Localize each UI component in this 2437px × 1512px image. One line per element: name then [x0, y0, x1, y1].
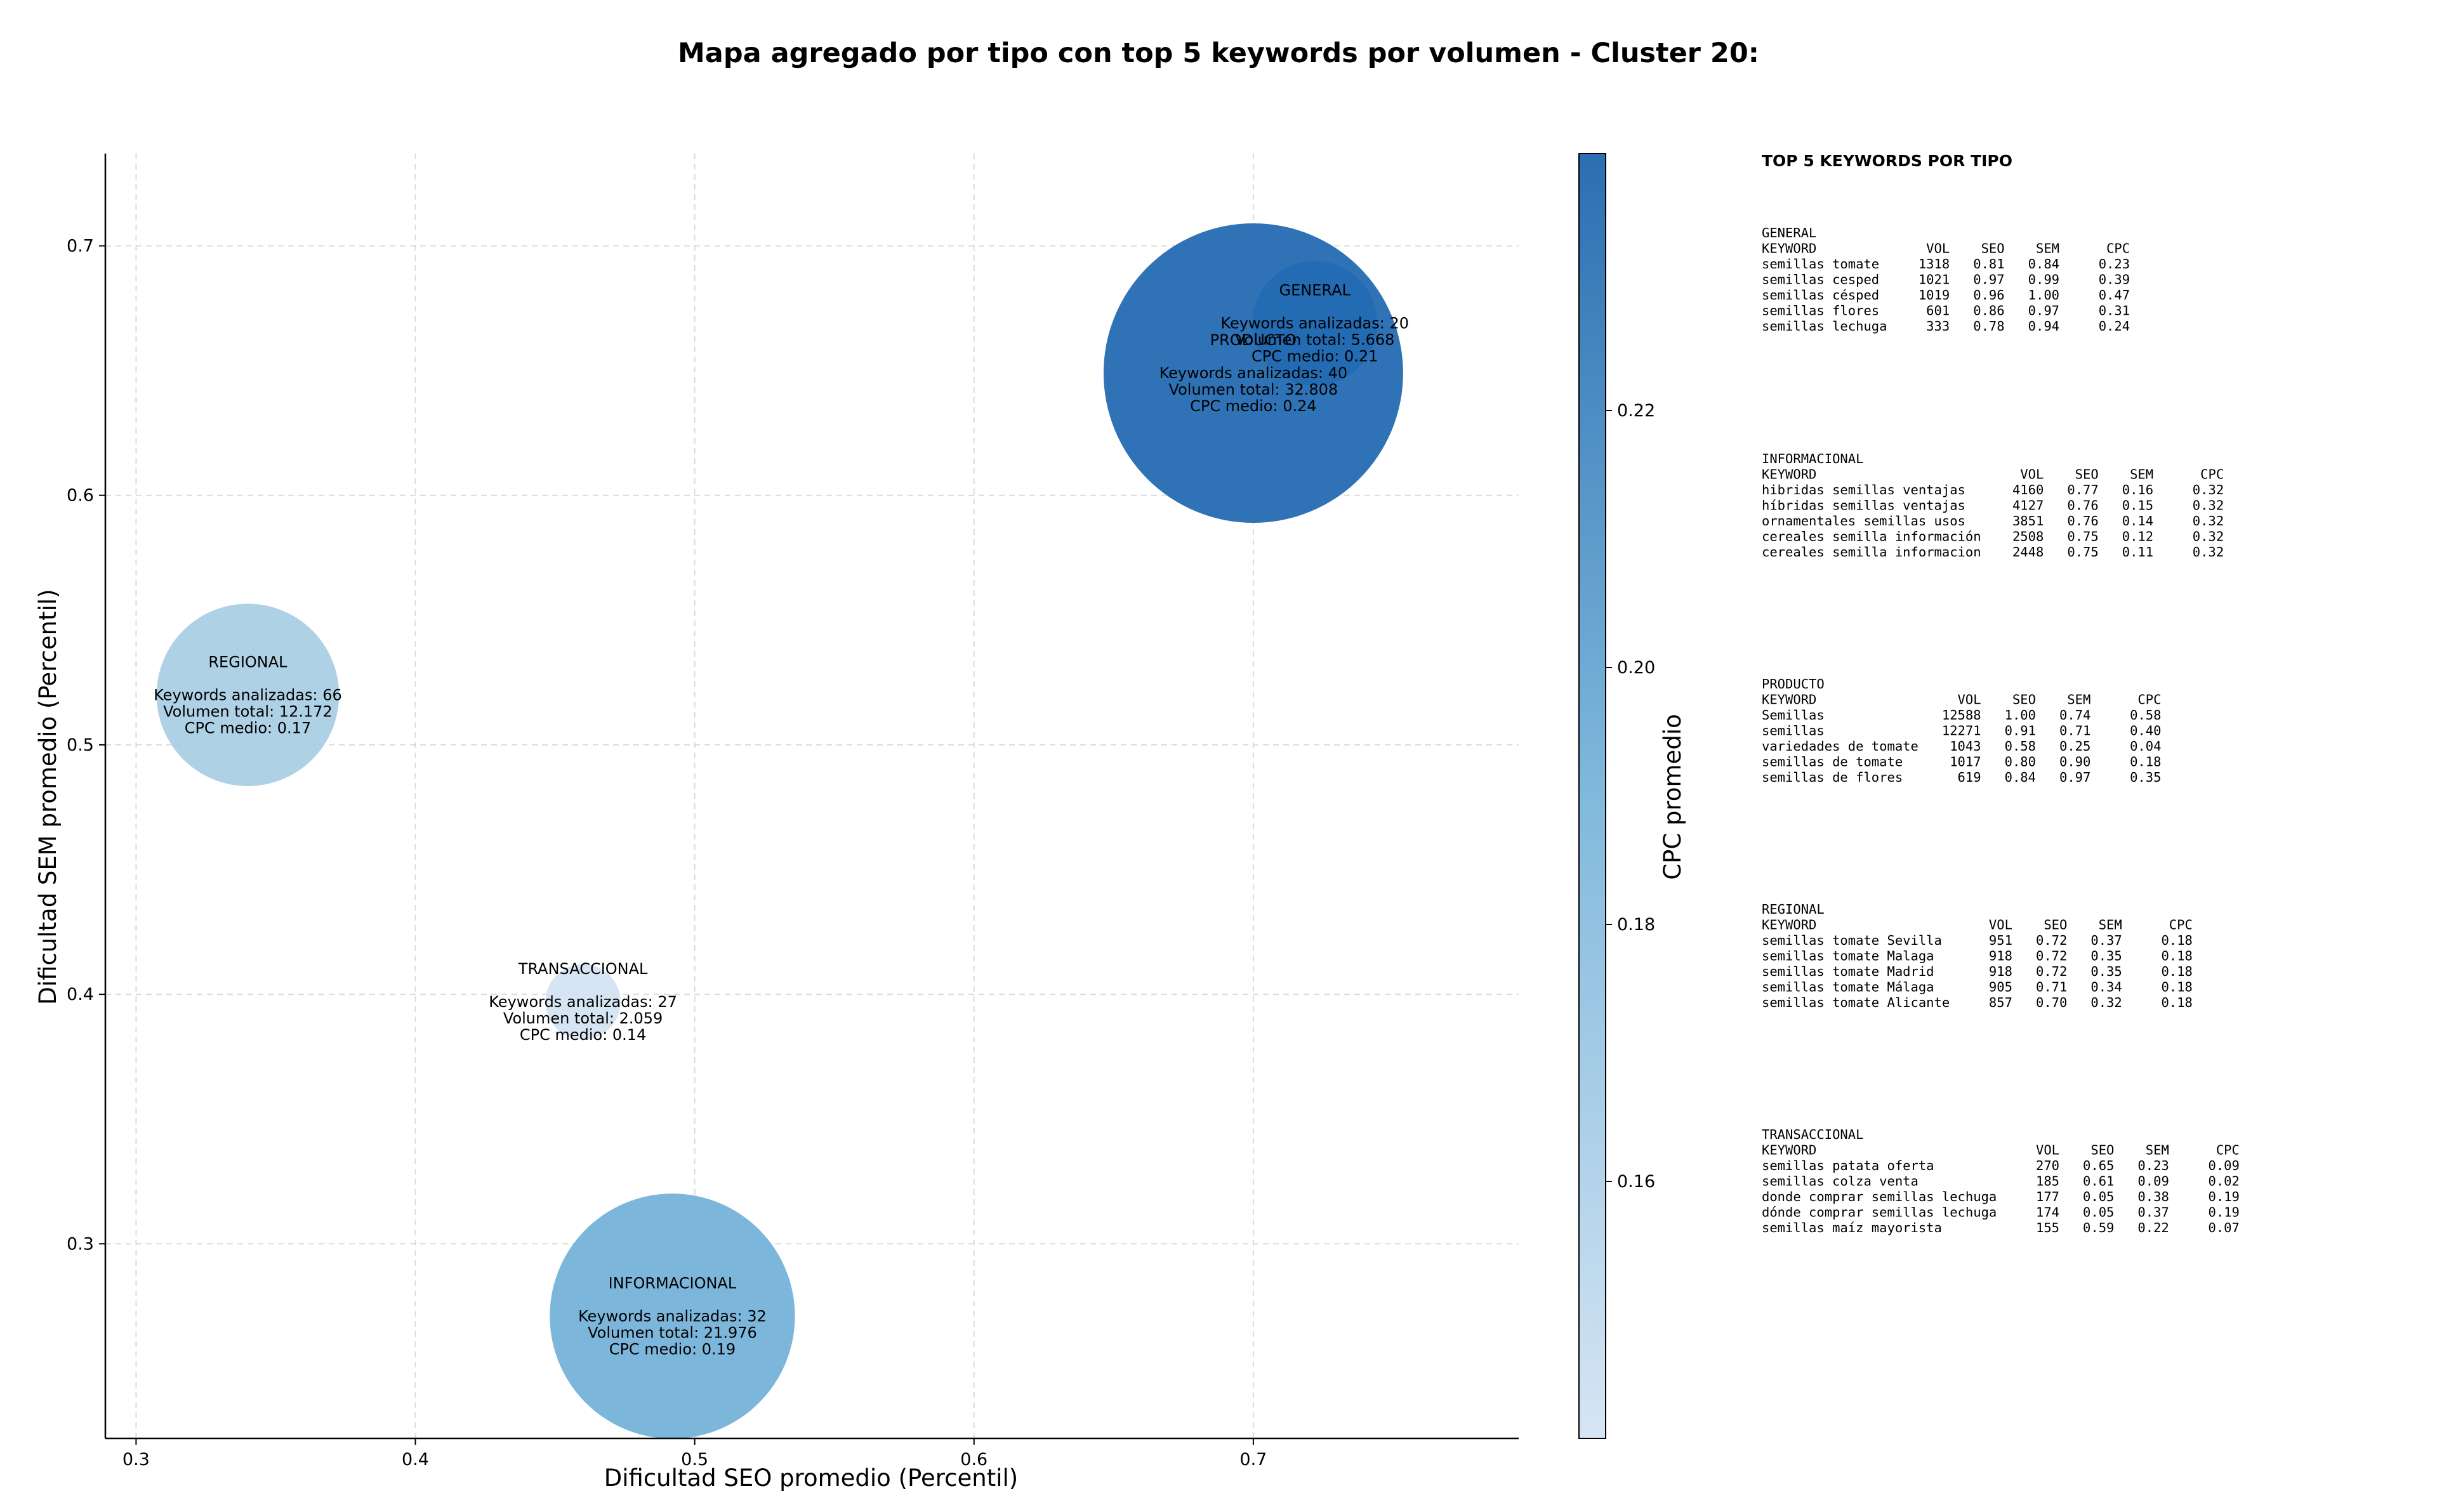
side-panel-row: semillas flores 601 0.86 0.97 0.31 — [1762, 303, 2130, 319]
side-panel-row: semillas 12271 0.91 0.71 0.40 — [1762, 723, 2161, 739]
side-panel-row: hibridas semillas ventajas 4160 0.77 0.1… — [1762, 482, 2224, 497]
side-panel-row: dónde comprar semillas lechuga 174 0.05 … — [1762, 1205, 2240, 1220]
bubble-label-line: Keywords analizadas: 27 — [489, 993, 677, 1011]
bubble-label-line: CPC medio: 0.24 — [1190, 397, 1317, 415]
bubble-label-line: PRODUCTO — [1210, 331, 1297, 349]
bubble-informacional — [550, 1193, 795, 1439]
side-panel-row: semillas de tomate 1017 0.80 0.90 0.18 — [1762, 754, 2161, 770]
bubble-label-line: CPC medio: 0.21 — [1252, 347, 1378, 365]
y-tick-label: 0.4 — [67, 985, 94, 1004]
side-panel-row: semillas tomate Alicante 857 0.70 0.32 0… — [1762, 995, 2193, 1010]
x-axis-label: Dificultad SEO promedio (Percentil) — [604, 1464, 1018, 1492]
bubble-producto — [1103, 223, 1403, 523]
bubble-label-line: Volumen total: 2.059 — [503, 1009, 663, 1027]
side-panel-section-title: INFORMACIONAL — [1762, 451, 1863, 466]
colorbar-tick-label: 0.20 — [1617, 658, 1655, 678]
side-panel-row: semillas colza venta 185 0.61 0.09 0.02 — [1762, 1174, 2240, 1189]
colorbar-tick-label: 0.22 — [1617, 401, 1655, 421]
bubble-label-line: TRANSACCIONAL — [518, 960, 648, 978]
x-tick-label: 0.7 — [1239, 1450, 1267, 1469]
side-panel-row: semillas de flores 619 0.84 0.97 0.35 — [1762, 770, 2161, 785]
plot-axes: 0.3 0.4 0.5 0.6 0.7 0.3 0.4 0.5 0.6 0.7 — [67, 154, 1519, 1469]
bubble-regional — [156, 603, 340, 787]
chart-title: Mapa agregado por tipo con top 5 keyword… — [678, 37, 1759, 69]
colorbar-tick-label: 0.16 — [1617, 1172, 1655, 1192]
side-panel-row: semillas tomate 1318 0.81 0.84 0.23 — [1762, 256, 2130, 272]
side-panel-row: cereales semilla informacion 2448 0.75 0… — [1762, 544, 2224, 560]
x-tick-label: 0.3 — [122, 1450, 150, 1469]
side-panel-row: KEYWORD VOL SEO SEM CPC — [1762, 917, 2193, 933]
bubble-label-line: CPC medio: 0.14 — [520, 1026, 647, 1044]
x-tick-label: 0.5 — [681, 1450, 708, 1469]
bubble-label-line: Keywords analizadas: 32 — [578, 1307, 767, 1325]
side-panel-row: Semillas 12588 1.00 0.74 0.58 — [1762, 707, 2161, 723]
y-tick-label: 0.6 — [67, 486, 94, 506]
side-panel-row: KEYWORD VOL SEO SEM CPC — [1762, 241, 2130, 256]
side-panel-row: semillas tomate Sevilla 951 0.72 0.37 0.… — [1762, 933, 2193, 948]
x-tick-label: 0.4 — [402, 1450, 429, 1469]
y-tick-label: 0.7 — [67, 236, 94, 256]
side-panel-row: KEYWORD VOL SEO SEM CPC — [1762, 692, 2161, 707]
bubble-label-line: Keywords analizadas: 66 — [154, 686, 342, 704]
colorbar-gradient — [1578, 153, 1606, 1439]
bubble-label-line: CPC medio: 0.17 — [185, 719, 312, 737]
side-panel-row: semillas tomate Málaga 905 0.71 0.34 0.1… — [1762, 980, 2193, 995]
side-panel-section-title: REGIONAL — [1762, 902, 1825, 917]
side-panel-row: semillas patata oferta 270 0.65 0.23 0.0… — [1762, 1158, 2240, 1173]
side-panel-row: cereales semilla información 2508 0.75 0… — [1762, 529, 2224, 544]
x-tick-label: 0.6 — [960, 1450, 987, 1469]
y-tick-label: 0.3 — [67, 1234, 94, 1254]
side-panel-row: semillas césped 1019 0.96 1.00 0.47 — [1762, 287, 2130, 303]
side-panel-section-title: PRODUCTO — [1762, 676, 1825, 692]
bubble-label-line: Volumen total: 21.976 — [588, 1324, 757, 1341]
bubble-label-line: INFORMACIONAL — [609, 1274, 737, 1292]
side-panel-row: semillas lechuga 333 0.78 0.94 0.24 — [1762, 319, 2130, 334]
plot-grid — [105, 154, 1519, 1438]
side-panel-row: KEYWORD VOL SEO SEM CPC — [1762, 467, 2224, 482]
side-panel-row: ornamentales semillas usos 3851 0.76 0.1… — [1762, 513, 2224, 529]
side-panel-row: semillas tomate Madrid 918 0.72 0.35 0.1… — [1762, 964, 2193, 979]
side-panel-row: variedades de tomate 1043 0.58 0.25 0.04 — [1762, 739, 2161, 754]
side-panel-title: TOP 5 KEYWORDS POR TIPO — [1762, 152, 2012, 170]
bubble-label-line: Volumen total: 32.808 — [1169, 381, 1338, 398]
side-panel-row: híbridas semillas ventajas 4127 0.76 0.1… — [1762, 498, 2224, 513]
side-panel-row: KEYWORD VOL SEO SEM CPC — [1762, 1143, 2240, 1158]
side-panel-row: donde comprar semillas lechuga 177 0.05 … — [1762, 1189, 2240, 1204]
y-axis-label: Dificultad SEM promedio (Percentil) — [34, 589, 62, 1004]
y-tick-label: 0.5 — [67, 735, 94, 755]
side-panel-section-title: TRANSACCIONAL — [1762, 1127, 1863, 1142]
bubble-label-line: CPC medio: 0.19 — [609, 1340, 736, 1358]
bubble-transaccional — [545, 964, 621, 1040]
bubble-label-line: Volumen total: 5.668 — [1235, 331, 1394, 348]
bubble-label-line: Volumen total: 12.172 — [163, 702, 333, 720]
side-panel-row: semillas cesped 1021 0.97 0.99 0.39 — [1762, 272, 2130, 287]
bubble-label-line: Keywords analizadas: 20 — [1220, 314, 1409, 332]
side-panel-row: semillas tomate Malaga 918 0.72 0.35 0.1… — [1762, 949, 2193, 964]
colorbar-tick-label: 0.18 — [1617, 915, 1655, 935]
colorbar: 0.16 0.18 0.20 0.22 — [1578, 153, 1655, 1439]
side-panel-section-title: GENERAL — [1762, 225, 1816, 240]
colorbar-label: CPC promedio — [1659, 714, 1686, 879]
bubble-label-line: REGIONAL — [208, 653, 287, 671]
bubble-label-line: Keywords analizadas: 40 — [1159, 364, 1348, 382]
side-panel-row: semillas maíz mayorista 155 0.59 0.22 0.… — [1762, 1220, 2240, 1235]
bubble-label-line: GENERAL — [1279, 281, 1351, 299]
